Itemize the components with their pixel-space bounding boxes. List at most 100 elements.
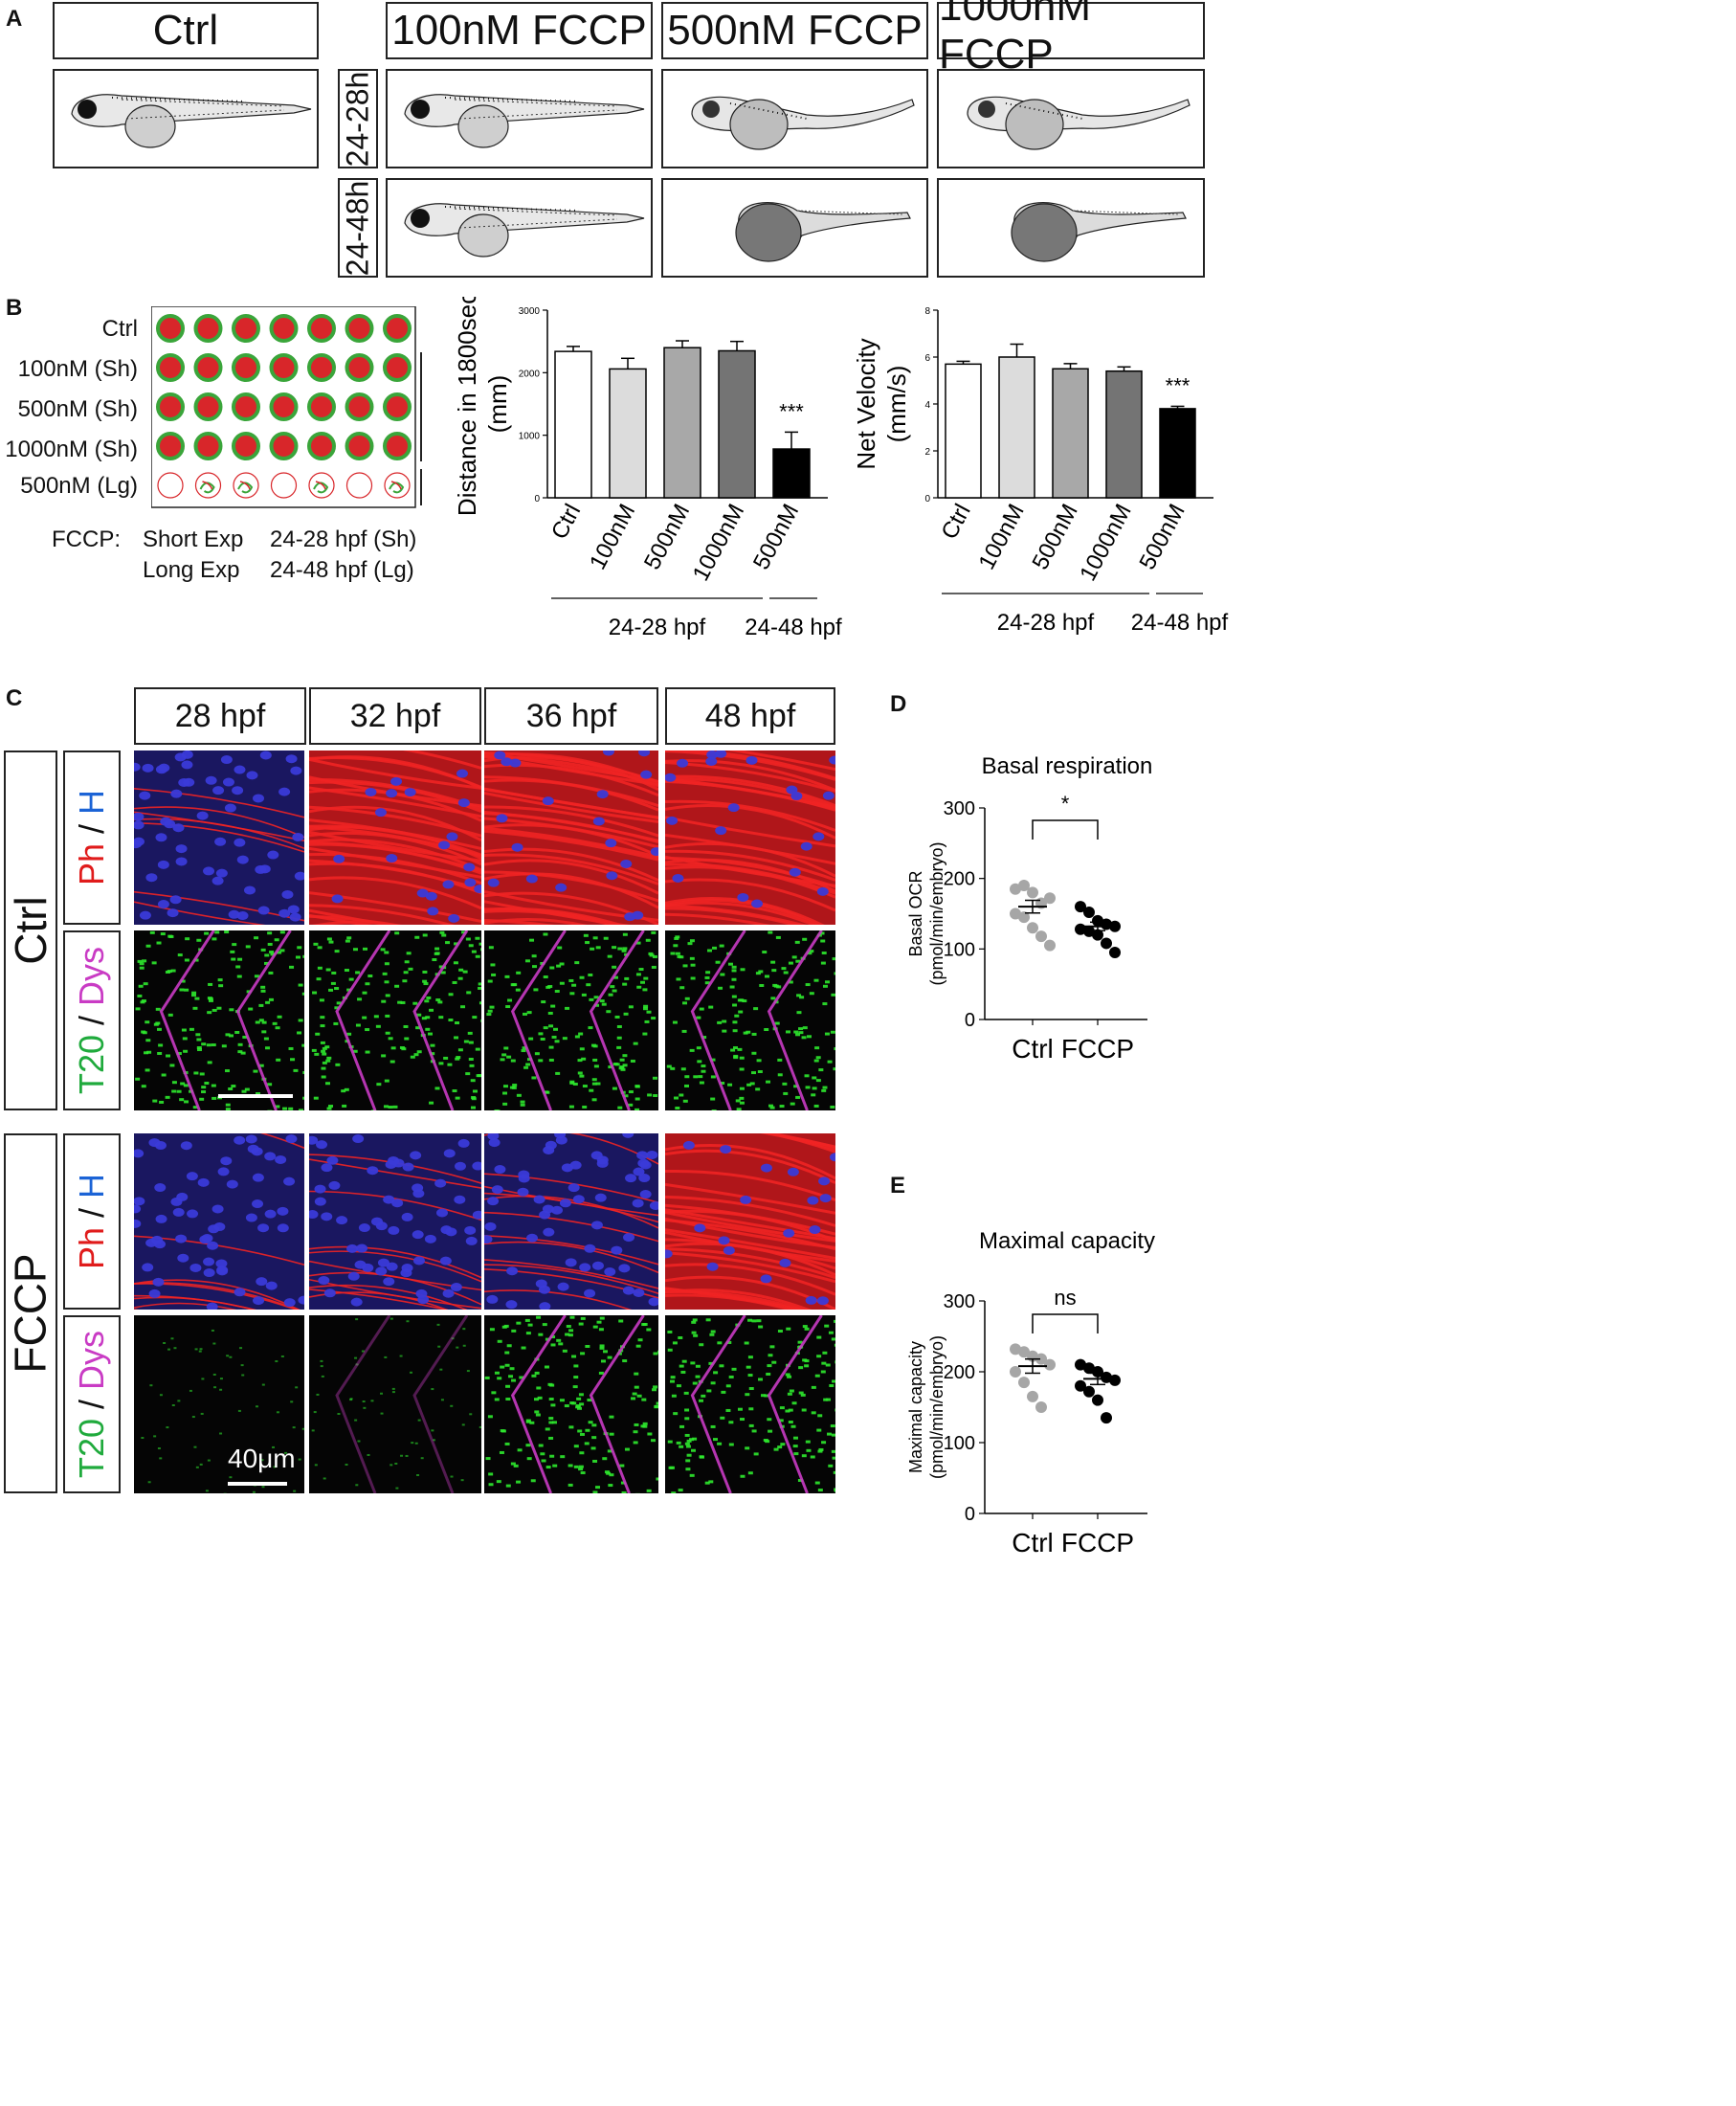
mito-dot: [145, 1039, 151, 1042]
mito-dot: [550, 1343, 556, 1347]
mito-dot: [434, 1087, 440, 1090]
nucleus: [265, 1281, 278, 1290]
mito-dot: [628, 1090, 634, 1094]
nucleus: [244, 885, 256, 895]
nucleus: [665, 773, 677, 782]
mito-dot: [447, 1063, 453, 1066]
mito-dot: [634, 1423, 639, 1426]
mito-dot: [471, 1106, 477, 1109]
mito-dot: [403, 971, 409, 975]
mito-dot: [448, 1019, 454, 1022]
mito-dot: [389, 1317, 393, 1320]
fiber: [665, 1149, 835, 1184]
mito-dot: [815, 1056, 821, 1060]
nucleus: [816, 1296, 829, 1306]
plate-row-label-1000nm: 1000nM (Sh): [5, 437, 138, 462]
well-track: [202, 481, 213, 490]
mito-dot: [624, 976, 630, 980]
data-point: [1035, 930, 1047, 943]
mito-dot: [260, 985, 266, 989]
y-axis-label-unit: (pmol/min/embryo): [927, 841, 946, 985]
nucleus: [222, 777, 234, 787]
legend-long-exp: Long Exp: [143, 557, 240, 583]
mito-dot: [488, 1483, 494, 1487]
nucleus: [354, 1260, 367, 1269]
mito-dot: [653, 1094, 658, 1098]
mito-dot: [647, 1093, 653, 1097]
mito-dot: [508, 1375, 514, 1378]
myoseptum: [510, 930, 567, 1110]
fiber: [484, 1289, 633, 1310]
mito-dot: [604, 1470, 610, 1474]
nucleus: [285, 754, 298, 764]
mito-dot: [538, 1444, 544, 1447]
data-point: [1092, 1366, 1103, 1378]
myoseptum: [335, 930, 391, 1110]
mito-dot: [229, 1476, 233, 1479]
mito-dot: [312, 991, 318, 995]
micrograph-fccp-t20-0: [134, 1315, 304, 1493]
mito-dot: [612, 946, 617, 950]
mito-dot: [240, 1051, 246, 1055]
well: [383, 314, 412, 343]
nucleus: [203, 1257, 215, 1266]
mito-dot: [619, 1464, 625, 1467]
mito-dot: [145, 1020, 150, 1024]
well: [232, 353, 260, 382]
mito-dot: [520, 1100, 525, 1104]
y-axis-label: Net Velocity: [852, 338, 880, 469]
micrograph-bg: [309, 930, 481, 1110]
mito-dot: [422, 979, 428, 983]
mito-dot: [710, 1424, 716, 1428]
mito-dot: [727, 962, 733, 966]
nucleus: [404, 788, 416, 797]
mito-dot: [833, 1470, 835, 1474]
nucleus: [257, 1223, 270, 1233]
mito-dot: [579, 1402, 585, 1406]
mito-dot: [543, 1026, 548, 1030]
nucleus: [464, 1225, 477, 1235]
mito-dot: [261, 1030, 267, 1034]
mito-dot: [525, 1332, 531, 1335]
mito-dot: [375, 1024, 381, 1028]
nucleus: [390, 776, 403, 786]
mito-dot: [717, 1020, 723, 1024]
micrograph-fccp-ph-1: [309, 1133, 481, 1310]
mito-dot: [636, 985, 642, 989]
plate-row-label-ctrl: Ctrl: [101, 316, 138, 342]
mito-dot: [520, 1103, 525, 1107]
mito-dot: [599, 999, 605, 1003]
mito-dot: [214, 930, 220, 934]
mito-dot: [531, 954, 537, 958]
mito-dot: [301, 1043, 304, 1047]
fiber: [309, 1250, 481, 1283]
nucleus: [314, 1197, 326, 1206]
data-point: [1083, 925, 1095, 937]
mito-dot: [219, 1378, 223, 1380]
mito-dot: [817, 1489, 823, 1492]
mito-dot: [365, 982, 370, 986]
well: [156, 392, 185, 421]
fiber: [484, 1192, 658, 1223]
scale-bar-fccp: [228, 1482, 287, 1486]
mito-dot: [384, 962, 389, 966]
mito-dot: [728, 1375, 734, 1378]
nucleus: [809, 1225, 821, 1235]
mito-dot: [432, 958, 437, 962]
mito-dot: [685, 1445, 691, 1448]
mito-dot: [690, 1361, 696, 1365]
well: [194, 472, 222, 499]
mito-dot: [173, 1347, 177, 1350]
nucleus: [624, 912, 636, 922]
myoseptum: [235, 930, 292, 1110]
mito-dot: [381, 999, 387, 1003]
mito-dot: [143, 982, 148, 986]
mito-dot: [505, 1005, 511, 1009]
mito-dot: [265, 1000, 271, 1004]
mito-dot: [193, 1071, 199, 1075]
nucleus: [401, 1212, 413, 1221]
well: [193, 314, 223, 343]
mito-dot: [144, 1051, 149, 1055]
nucleus: [543, 1227, 555, 1237]
nucleus: [640, 770, 653, 779]
